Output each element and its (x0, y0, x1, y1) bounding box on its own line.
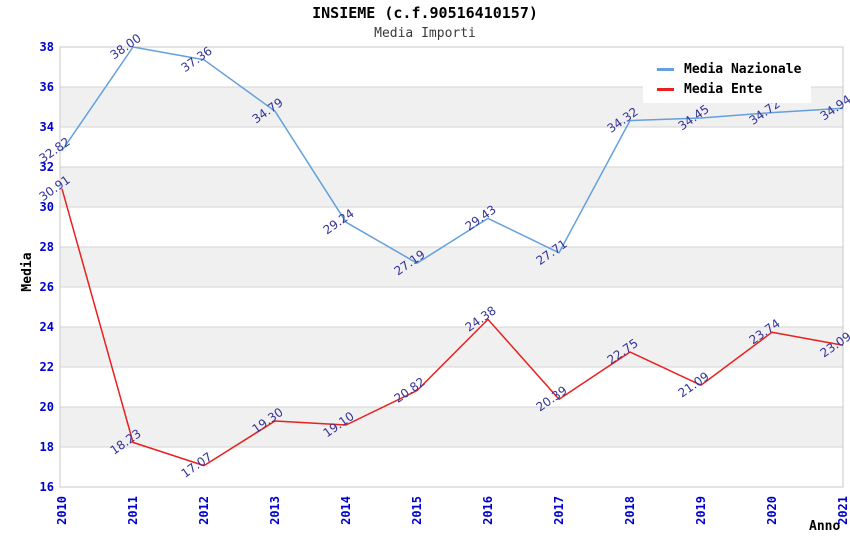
y-tick-label: 24 (40, 320, 54, 334)
plot-band (60, 327, 843, 367)
series-lines (61, 46, 844, 467)
x-axis-title: Anno (809, 519, 840, 534)
y-tick-label: 30 (40, 200, 54, 214)
legend-label-ente: Media Ente (684, 81, 763, 97)
legend-label-nazionale: Media Nazionale (684, 61, 802, 77)
series-line-media-ente (61, 188, 844, 467)
legend-swatch-nazionale-icon (657, 67, 674, 71)
data-point-label: 20.82 (392, 375, 428, 406)
plot-band (60, 167, 843, 207)
x-tick-label: 2015 (410, 496, 424, 525)
legend-item-media-ente: Media Ente (657, 82, 811, 97)
x-tick-label: 2010 (55, 496, 69, 525)
legend-item-media-nazionale: Media Nazionale (657, 62, 811, 77)
x-tick-label: 2012 (197, 496, 211, 525)
x-tick-label: 2014 (339, 496, 353, 525)
plot-band (60, 247, 843, 287)
x-tick-label: 2019 (694, 496, 708, 525)
chart-subtitle: Media Importi (374, 26, 476, 41)
gridlines (59, 46, 844, 488)
y-tick-label: 28 (40, 240, 54, 254)
y-tick-label: 36 (40, 80, 54, 94)
y-tick-label: 26 (40, 280, 54, 294)
plot-bands (60, 87, 843, 447)
x-tick-label: 2021 (836, 496, 850, 525)
x-tick-label: 2013 (268, 496, 282, 525)
y-tick-label: 22 (40, 360, 54, 374)
legend-swatch-ente-icon (657, 87, 674, 91)
data-point-label: 17.07 (179, 450, 215, 481)
y-tick-label: 16 (40, 480, 54, 494)
data-point-label: 21.09 (676, 369, 712, 400)
y-tick-label: 32 (40, 160, 54, 174)
axis-ticks: 16 18 20 22 24 26 28 30 32 34 36 38 2010 2011 2012 2013… (40, 40, 850, 525)
plot-band (60, 407, 843, 447)
y-tick-label: 18 (40, 440, 54, 454)
legend: Media Nazionale Media Ente (643, 55, 811, 103)
y-tick-label: 20 (40, 400, 54, 414)
x-tick-label: 2011 (126, 496, 140, 525)
plot-border (59, 46, 844, 488)
data-point-label: 37.36 (179, 44, 215, 75)
x-tick-label: 2017 (552, 496, 566, 525)
x-tick-label: 2020 (765, 496, 779, 525)
chart-title: INSIEME (c.f.90516410157) (312, 4, 538, 22)
y-tick-label: 34 (40, 120, 54, 134)
x-tick-label: 2018 (623, 496, 637, 525)
series-line-media-nazionale (61, 46, 844, 264)
y-tick-label: 38 (40, 40, 54, 54)
y-axis-title: Media (20, 252, 35, 291)
x-tick-label: 2016 (481, 496, 495, 525)
